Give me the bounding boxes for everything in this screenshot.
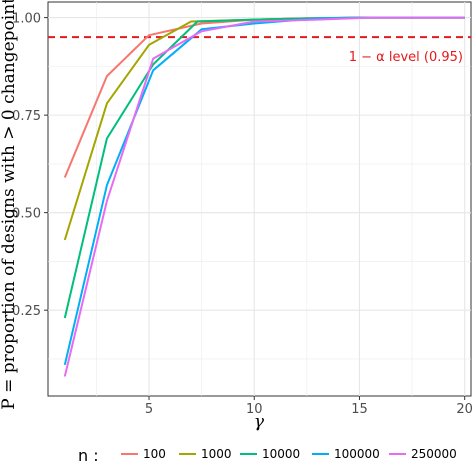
legend: n : 100 1000 10000 100000 250000 — [78, 446, 457, 465]
series-lines — [63, 16, 465, 377]
grid — [48, 2, 471, 396]
y-axis-ticks: 0.25 0.50 0.75 1.00 — [12, 12, 48, 319]
legend-label-1000: 1000 — [201, 447, 232, 461]
y-tick-label: 1.00 — [12, 12, 41, 27]
x-tick-label: 15 — [351, 402, 368, 417]
legend-label-100: 100 — [143, 447, 166, 461]
legend-label-10000: 10000 — [262, 447, 300, 461]
y-tick-label: 0.50 — [12, 207, 41, 222]
plot-panel — [47, 1, 472, 397]
y-tick-label: 0.75 — [12, 109, 41, 124]
legend-label-250000: 250000 — [411, 447, 457, 461]
y-axis-title: P = proportion of designs with > 0 chang… — [0, 0, 19, 410]
reference-line-label: 1 − α level (0.95) — [349, 50, 463, 65]
x-tick-label: 20 — [456, 402, 473, 417]
x-tick-label: 10 — [246, 402, 263, 417]
x-tick-label: 5 — [145, 402, 153, 417]
legend-label-100000: 100000 — [334, 447, 380, 461]
series-line-250000 — [63, 16, 465, 377]
y-tick-label: 0.25 — [12, 304, 41, 319]
x-axis-title: γ — [254, 412, 265, 432]
x-axis-ticks: 5 10 15 20 — [145, 396, 473, 417]
legend-title: n : — [78, 446, 99, 465]
reference-line-group: 1 − α level (0.95) — [48, 36, 471, 65]
